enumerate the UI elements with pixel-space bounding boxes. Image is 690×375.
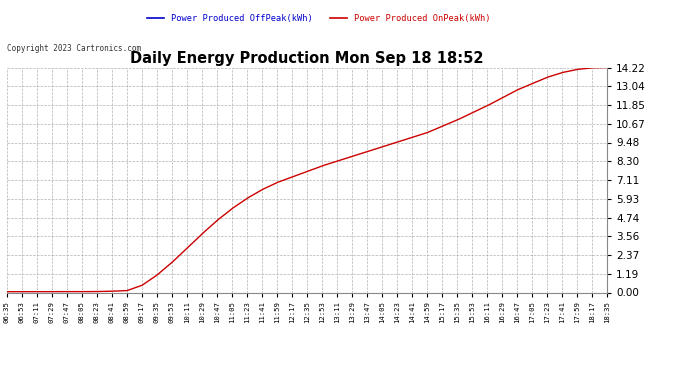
Title: Daily Energy Production Mon Sep 18 18:52: Daily Energy Production Mon Sep 18 18:52 [130,51,484,66]
Legend: Power Produced OffPeak(kWh), Power Produced OnPeak(kWh): Power Produced OffPeak(kWh), Power Produ… [144,11,494,27]
Text: Copyright 2023 Cartronics.com: Copyright 2023 Cartronics.com [7,44,141,52]
